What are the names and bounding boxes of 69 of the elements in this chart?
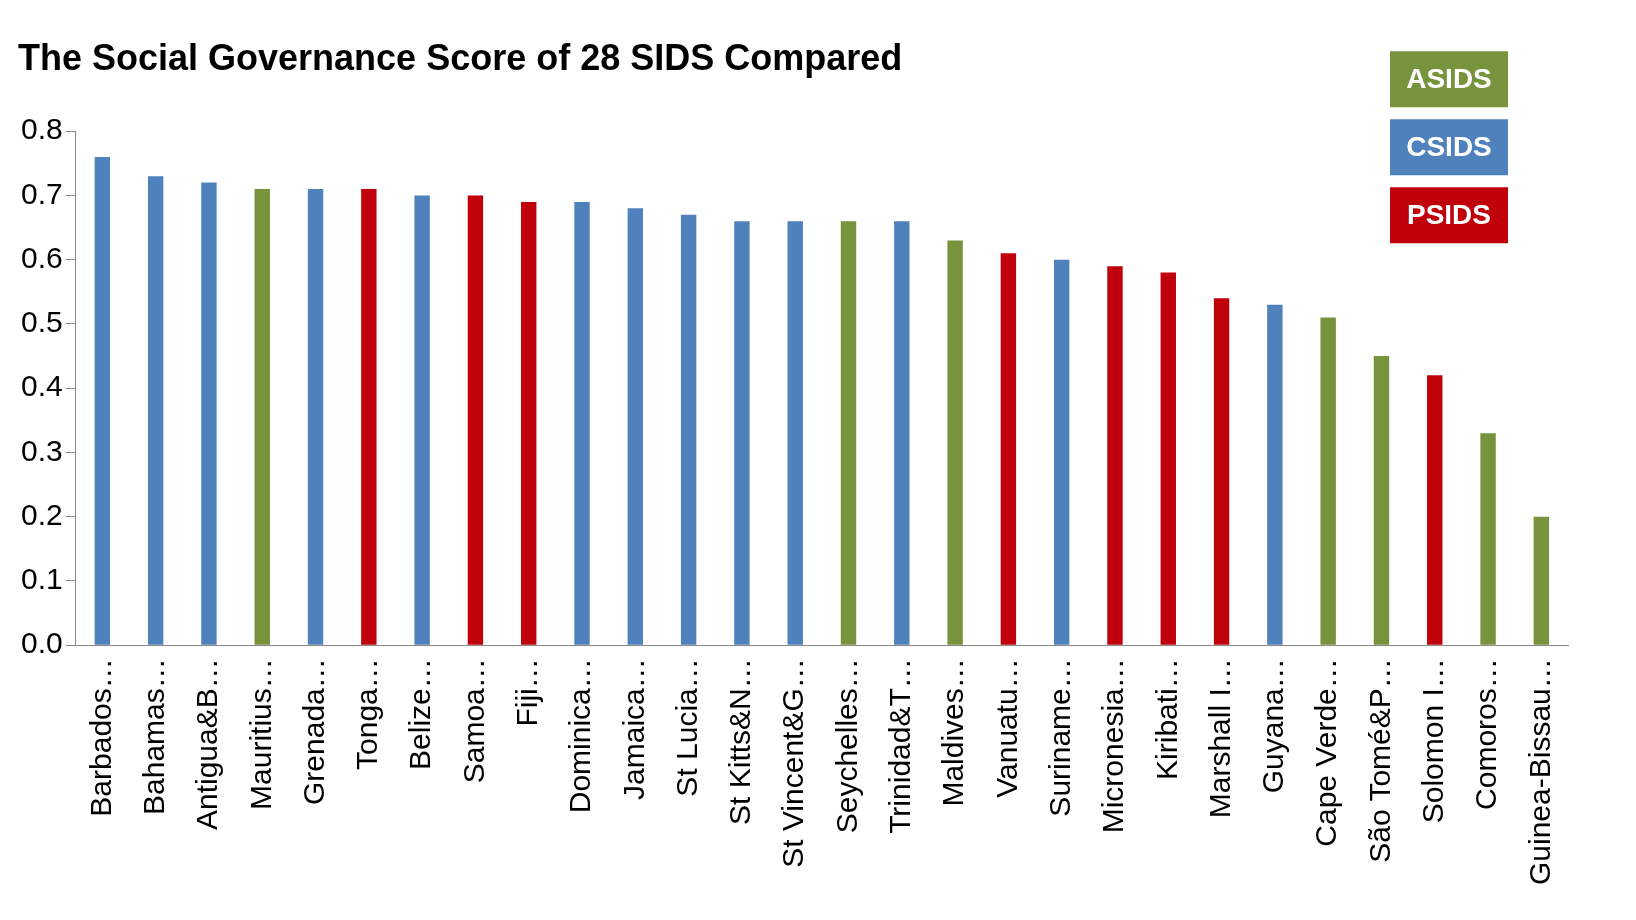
bar xyxy=(1213,298,1230,645)
x-tick-label: Micronesia… xyxy=(1096,658,1130,834)
x-tick-label: Barbados… xyxy=(83,658,117,817)
x-tick-label: Grenada… xyxy=(296,658,330,805)
y-tick-label: 0.6 xyxy=(20,240,63,274)
bar xyxy=(94,156,111,645)
x-tick-label: St Vincent&G… xyxy=(776,658,810,868)
x-tick-label: Guyana… xyxy=(1256,658,1290,794)
x-tick-label: Dominica… xyxy=(563,658,597,814)
y-tick-label: 0.4 xyxy=(20,369,63,403)
x-tick-label: Suriname… xyxy=(1042,658,1076,817)
bar xyxy=(1533,516,1550,645)
bar xyxy=(307,189,324,645)
bar xyxy=(1480,433,1496,645)
x-tick-label: Bahamas… xyxy=(136,658,170,815)
text: PSIDS xyxy=(1406,198,1492,230)
x-tick-label: São Tomé&P… xyxy=(1362,658,1396,863)
bar xyxy=(1373,356,1390,645)
text: ASIDS xyxy=(1406,62,1492,94)
x-tick-label: Tonga… xyxy=(350,658,384,770)
bar xyxy=(1427,375,1443,645)
bar xyxy=(840,221,857,645)
y-tick-label: 0.1 xyxy=(20,562,63,596)
bar xyxy=(1107,266,1123,645)
y-tick-label: 0.0 xyxy=(20,626,63,660)
x-tick-label: Jamaica… xyxy=(616,658,650,800)
bar xyxy=(521,201,537,645)
x-tick-label: Belize… xyxy=(403,658,437,770)
bar xyxy=(361,189,377,645)
bar xyxy=(1320,317,1336,645)
x-tick-label: Guinea-Bissau… xyxy=(1522,658,1556,886)
text: CSIDS xyxy=(1406,130,1492,162)
y-tick-label: 0.3 xyxy=(20,433,63,467)
x-tick-label: Cape Verde… xyxy=(1309,658,1343,847)
x-tick-label: Kiribati… xyxy=(1149,658,1183,780)
x-tick-label: Antigua&B… xyxy=(190,658,224,831)
x-tick-label: St Lucia… xyxy=(669,658,703,797)
bar xyxy=(254,189,270,645)
x-tick-label: Fiji… xyxy=(509,658,543,727)
bar xyxy=(787,221,803,645)
y-tick-label: 0.8 xyxy=(20,112,63,146)
y-tick-label: 0.7 xyxy=(20,176,63,210)
bar xyxy=(1267,304,1283,645)
bar xyxy=(734,221,750,645)
bar xyxy=(1160,272,1176,645)
bar xyxy=(947,240,963,645)
bar xyxy=(467,195,484,645)
x-tick-label: Mauritius… xyxy=(243,658,277,810)
x-tick-label: Comoros… xyxy=(1469,658,1503,810)
bar xyxy=(680,214,697,645)
bar xyxy=(574,201,590,645)
bar xyxy=(147,176,164,645)
chart-title: The Social Governance Score of 28 SIDS Compared xyxy=(18,36,903,78)
x-tick-label: Seychelles… xyxy=(829,658,863,834)
x-tick-label: Solomon I… xyxy=(1416,658,1450,824)
bar xyxy=(627,208,644,645)
bar xyxy=(1053,259,1070,645)
x-tick-label: Samoa… xyxy=(456,658,490,784)
x-tick-label: St Kitts&N… xyxy=(723,658,757,825)
x-tick-label: Maldives… xyxy=(936,658,970,807)
y-tick-label: 0.2 xyxy=(20,497,63,531)
bar xyxy=(414,195,430,645)
bar xyxy=(201,182,217,645)
y-tick-label: 0.5 xyxy=(20,305,63,339)
x-tick-label: Marshall I… xyxy=(1202,658,1236,819)
x-tick-label: Vanuatu… xyxy=(989,658,1023,798)
bar xyxy=(1000,253,1017,645)
bar xyxy=(894,221,910,645)
x-tick-label: Trinidad&T… xyxy=(883,658,917,834)
